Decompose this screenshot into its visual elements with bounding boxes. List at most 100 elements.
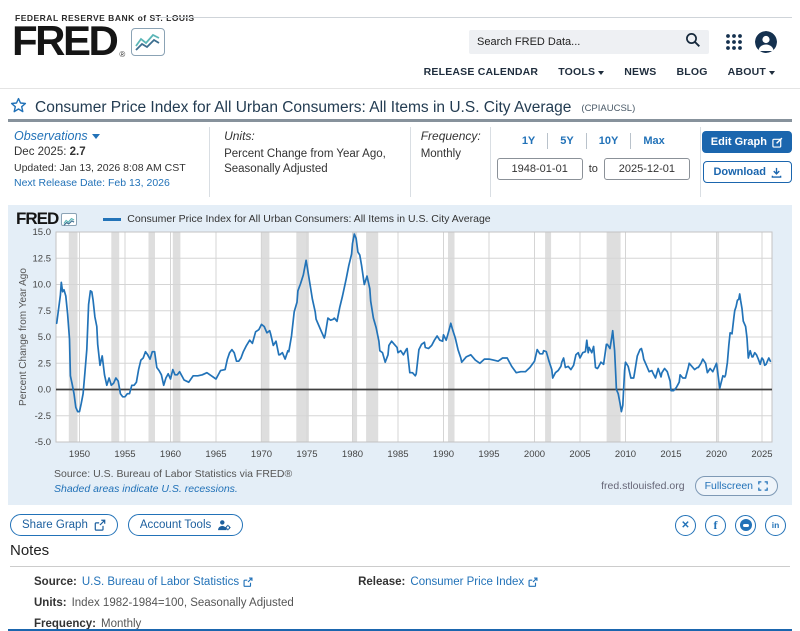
fullscreen-button[interactable]: Fullscreen — [694, 476, 778, 496]
source-attribution: Source: U.S. Bureau of Labor Statistics … — [54, 468, 293, 480]
chart-header: FRED Consumer Price Index for All Urban … — [16, 209, 784, 229]
fullscreen-icon — [758, 481, 768, 491]
notes-source-label: Source: — [34, 576, 77, 588]
observations-column: Observations Dec 2025: 2.7 Updated: Jan … — [8, 127, 211, 197]
svg-text:12.5: 12.5 — [33, 254, 52, 265]
notes-frequency-row: Frequency: Monthly — [34, 618, 790, 630]
notes-release-label: Release: — [358, 576, 406, 588]
meta-panel: Observations Dec 2025: 2.7 Updated: Jan … — [8, 127, 792, 197]
user-avatar-icon[interactable] — [755, 31, 777, 53]
svg-text:1965: 1965 — [205, 449, 226, 460]
chevron-down-icon — [769, 70, 775, 75]
svg-text:1950: 1950 — [69, 449, 90, 460]
svg-text:1990: 1990 — [433, 449, 454, 460]
legend-label: Consumer Price Index for All Urban Consu… — [127, 213, 491, 225]
notes-release-link[interactable]: Consumer Price Index — [410, 576, 538, 588]
end-date-input[interactable] — [603, 158, 690, 180]
notes-units-label: Units: — [34, 597, 67, 609]
svg-text:1955: 1955 — [114, 449, 135, 460]
series-title-row: Consumer Price Index for All Urban Consu… — [10, 97, 792, 119]
social-icons: ✕ f in — [675, 514, 786, 536]
nav-news[interactable]: NEWS — [624, 66, 657, 78]
series-id: (CPIAUCSL) — [581, 102, 636, 114]
range-10y-button[interactable]: 10Y — [598, 135, 619, 147]
external-link-icon — [243, 577, 253, 587]
to-label: to — [588, 163, 598, 175]
svg-text:7.5: 7.5 — [38, 306, 51, 317]
frequency-column: Frequency: Monthly — [411, 127, 491, 197]
range-max-button[interactable]: Max — [643, 135, 665, 147]
svg-text:1960: 1960 — [160, 449, 181, 460]
site-header: FEDERAL RESERVE BANK of ST. LOUIS FRED ®… — [0, 0, 800, 89]
svg-text:5.0: 5.0 — [38, 332, 51, 343]
notes-source-link[interactable]: U.S. Bureau of Labor Statistics — [82, 576, 253, 588]
observations-dropdown[interactable]: Observations — [14, 129, 199, 143]
fred-logo[interactable]: FRED ® — [12, 17, 166, 64]
svg-text:-2.5: -2.5 — [35, 411, 51, 422]
next-release-link[interactable]: Next Release Date: Feb 13, 2026 — [14, 177, 170, 189]
svg-text:15.0: 15.0 — [33, 228, 52, 238]
share-graph-button[interactable]: Share Graph — [10, 514, 118, 536]
search-input[interactable] — [477, 36, 685, 48]
range-1y-button[interactable]: 1Y — [521, 135, 536, 147]
nav-blog[interactable]: BLOG — [676, 66, 708, 78]
share-row: Share Graph Account Tools ✕ f in — [10, 514, 786, 536]
cpi-line-chart[interactable]: 15.0 12.5 10.0 7.5 5.0 2.5 0.0 -2.5 -5.0 1950 1955… — [16, 228, 784, 466]
download-button[interactable]: Download — [703, 161, 792, 183]
bottom-divider — [8, 629, 792, 631]
notes-units-row: Units: Index 1982-1984=100, Seasonally A… — [34, 597, 790, 609]
units-label: Units: — [224, 129, 255, 143]
registered-mark: ® — [119, 50, 126, 59]
header-rule — [152, 17, 792, 18]
svg-text:Percent Change from Year Ago: Percent Change from Year Ago — [18, 268, 29, 406]
bank-label: FEDERAL RESERVE BANK of ST. LOUIS — [15, 13, 195, 23]
svg-text:-5.0: -5.0 — [35, 437, 51, 448]
search-bar[interactable] — [469, 30, 709, 54]
range-5y-button[interactable]: 5Y — [560, 135, 574, 147]
linkedin-icon[interactable]: in — [765, 514, 786, 536]
nav-about[interactable]: ABOUT — [728, 66, 775, 78]
edit-graph-button[interactable]: Edit Graph — [701, 131, 792, 153]
svg-text:2015: 2015 — [660, 449, 681, 460]
recession-note-link[interactable]: Shaded areas indicate U.S. recessions. — [54, 483, 238, 495]
notes-section: Notes Source: U.S. Bureau of Labor Stati… — [10, 542, 790, 631]
external-link-icon — [528, 577, 538, 587]
account-tools-button[interactable]: Account Tools — [127, 514, 244, 536]
frequency-label: Frequency: — [420, 129, 481, 143]
notes-frequency-label: Frequency: — [34, 618, 96, 630]
nav-tools[interactable]: TOOLS — [558, 66, 605, 78]
svg-text:2020: 2020 — [706, 449, 727, 460]
notes-source-release-row: Source: U.S. Bureau of Labor Statistics … — [34, 576, 790, 588]
graph-actions-column: Edit Graph Download — [701, 127, 792, 197]
x-twitter-icon[interactable]: ✕ — [675, 514, 696, 536]
reddit-icon[interactable] — [735, 514, 756, 536]
date-inputs: to — [496, 158, 690, 180]
chart-panel: FRED Consumer Price Index for All Urban … — [8, 205, 792, 505]
svg-text:0.0: 0.0 — [38, 385, 51, 396]
favorite-star-icon[interactable] — [10, 97, 27, 119]
start-date-input[interactable] — [496, 158, 583, 180]
search-icon[interactable] — [685, 32, 701, 53]
page-title: Consumer Price Index for All Urban Consu… — [35, 99, 572, 116]
svg-text:1995: 1995 — [478, 449, 499, 460]
facebook-icon[interactable]: f — [705, 514, 726, 536]
updated-timestamp: Updated: Jan 13, 2026 8:08 AM CST — [14, 162, 186, 174]
svg-text:10.0: 10.0 — [33, 280, 52, 291]
date-range-column: 1Y 5Y 10Y Max to — [491, 127, 701, 197]
nav-release-calendar[interactable]: RELEASE CALENDAR — [423, 66, 539, 78]
account-tools-icon — [218, 520, 231, 531]
notes-frequency-value: Monthly — [101, 618, 142, 630]
svg-text:1980: 1980 — [342, 449, 363, 460]
fred-watermark: FRED — [16, 209, 78, 229]
chart-source: Source: U.S. Bureau of Labor Statistics … — [54, 468, 784, 495]
chart-legend: Consumer Price Index for All Urban Consu… — [103, 213, 491, 225]
title-divider — [8, 119, 792, 122]
edit-icon — [772, 137, 783, 148]
fred-logo-chart-icon — [131, 28, 166, 56]
apps-grid-icon[interactable] — [724, 32, 744, 52]
fred-logo-text: FRED — [12, 17, 119, 64]
latest-observation: Dec 2025: 2.7 — [14, 146, 86, 158]
chart-footer-right: fred.stlouisfed.org Fullscreen — [601, 476, 778, 496]
notes-units-value: Index 1982-1984=100, Seasonally Adjusted — [71, 597, 294, 609]
svg-text:1970: 1970 — [251, 449, 272, 460]
